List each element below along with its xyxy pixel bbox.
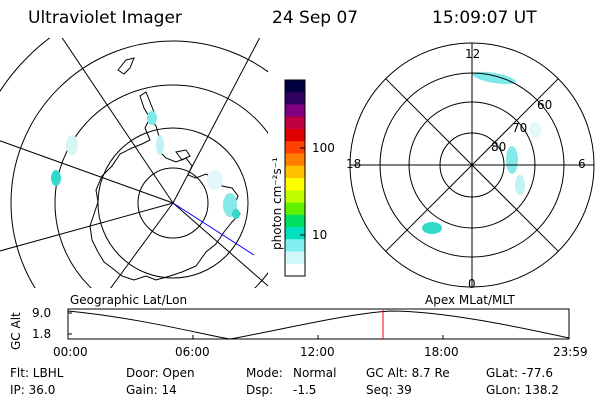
time-label: 15:09:07 UT [432,8,537,28]
colorbar-cell [285,239,305,252]
colorbar-cell [285,141,305,154]
antarctica-coastline [89,117,241,281]
colorbar-cell [285,116,305,130]
colorbar-label: photon cm⁻²s⁻¹ [270,157,284,250]
gc-alt-value: GC Alt: 8.7 Re [366,366,450,380]
dsp-value: -1.5 [293,383,317,397]
colorbar-cell [285,202,305,216]
mlt-label-12: 12 [465,47,481,61]
glat-value: GLat: -77.6 [486,366,553,380]
filter-value: Flt: LBHL [10,366,64,380]
colorbar-cell [285,104,305,118]
aurora-emission-left [51,111,240,219]
magnetic-polar-plot [349,42,595,288]
geographic-map-title: Geographic Lat/Lon [70,293,188,307]
altitude-ytick-high: 9.0 [32,306,52,320]
time-tick-1200: 12:00 [300,345,335,359]
colorbar-tick-10: 10 [312,228,328,242]
gain-value: Gain: 14 [126,383,177,397]
altitude-plot [67,308,570,340]
door-value: Door: Open [126,366,195,380]
seq-value: Seq: 39 [366,383,412,397]
mlt-label-0: 0 [468,277,476,291]
ground-track-line [172,202,255,256]
colorbar-cell [285,178,305,191]
mlt-label-6: 6 [578,157,586,171]
magnetic-grid [349,42,595,288]
colorbar-cell [285,214,305,228]
colorbar-cell [285,190,305,203]
date-label: 24 Sep 07 [272,8,359,28]
dsp-label: Dsp: [246,383,274,397]
mode-label: Mode: [246,366,283,380]
altitude-ytick-low: 1.8 [32,327,52,341]
aurora-emission-right [422,71,541,234]
altitude-curve [67,310,570,340]
altitude-ylabel: GC Alt [9,312,23,350]
time-tick-0600: 06:00 [175,345,210,359]
colorbar-cell [285,263,305,277]
geographic-map [0,38,268,288]
colorbar [284,79,306,277]
colorbar-cell [285,165,305,179]
colorbar-tick-100: 100 [312,141,335,155]
glon-value: GLon: 138.2 [486,383,559,397]
mode-value: Normal [293,366,337,380]
time-tick-0000: 00:00 [53,345,88,359]
colorbar-cell [285,129,305,142]
mlat-label-60: 60 [537,98,553,112]
instrument-title: Ultraviolet Imager [28,8,182,28]
time-tick-1800: 18:00 [424,345,459,359]
magnetic-map-title: Apex MLat/MLT [425,293,515,307]
geographic-grid [0,38,268,288]
mlat-label-70: 70 [512,121,528,135]
colorbar-cell [285,92,305,105]
colorbar-cell [285,153,305,167]
south-america-coastline [117,57,135,75]
ip-value: IP: 36.0 [10,383,56,397]
colorbar-cell [285,80,305,93]
colorbar-cell [285,227,305,240]
time-tick-2359: 23:59 [553,345,588,359]
colorbar-cell [285,251,305,265]
peninsula-coastline [139,91,155,119]
mlat-label-80: 80 [491,140,507,154]
mlt-label-18: 18 [346,157,362,171]
australia-coastline [175,149,191,161]
